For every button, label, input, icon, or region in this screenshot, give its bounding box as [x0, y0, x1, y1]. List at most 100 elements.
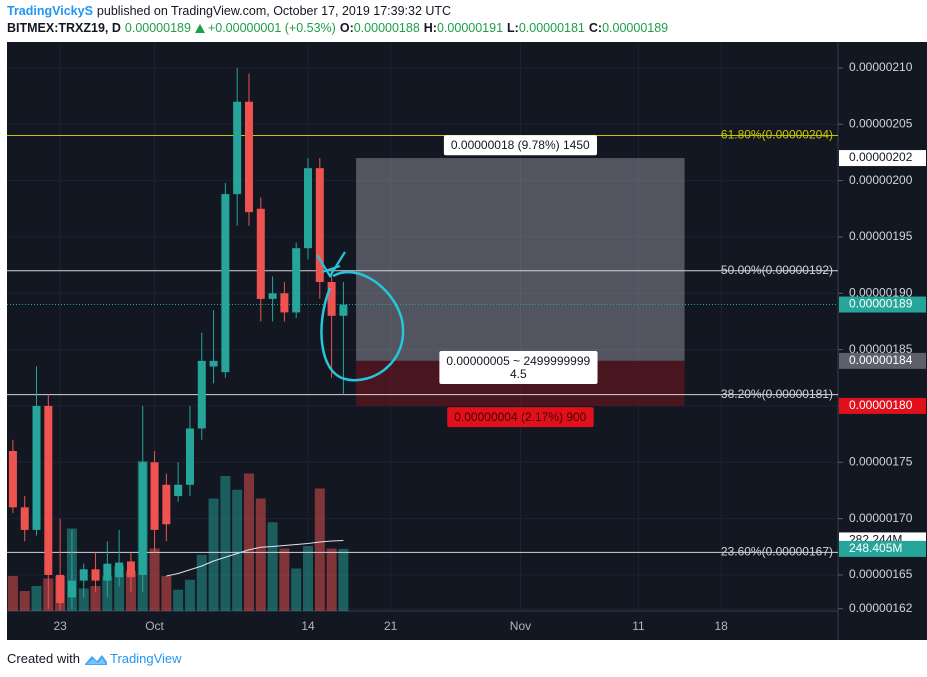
volume-bar — [220, 476, 231, 611]
volume-bar — [303, 546, 314, 611]
x-tick-label: 14 — [301, 619, 315, 633]
volume-bar — [291, 568, 302, 611]
candle-body — [103, 563, 112, 581]
volume-bar — [31, 586, 42, 611]
up-triangle — [194, 23, 205, 33]
ohlc-value: 0.00000189 — [602, 21, 669, 35]
y-tick-label: 0.00000200 — [849, 173, 913, 187]
x-tick-label: Oct — [145, 619, 164, 633]
info-label: 0.00000005 ~ 2499999999 — [446, 354, 590, 368]
volume-bar — [149, 548, 160, 611]
candle-body — [315, 168, 324, 282]
candle-body — [304, 168, 313, 249]
volume-bar — [232, 489, 243, 611]
candle-body — [209, 360, 218, 367]
volume-label-box — [839, 540, 926, 557]
fib-level-label: 23.60%(0.00000167) — [721, 545, 833, 559]
candle-body — [327, 281, 336, 316]
change: +0.00000001 (+0.53%) — [207, 21, 336, 35]
target-label: 0.00000018 (9.78%) 1450 — [451, 138, 590, 152]
volume-label: 248.405M — [849, 541, 902, 555]
candle-body — [233, 101, 242, 195]
candle-body — [56, 574, 65, 604]
volume-bar — [196, 554, 207, 611]
logo — [84, 654, 107, 665]
info-label: 4.5 — [510, 367, 527, 381]
symbol-line: BITMEX:TRXZ19, D 0.00000189 +0.00000001 … — [7, 21, 672, 35]
volume-bar — [161, 576, 172, 611]
volume-bar — [326, 548, 337, 611]
volume-bar — [279, 548, 290, 611]
candle-body — [244, 101, 253, 213]
ohlc-key: O: — [339, 21, 354, 35]
price-label-box — [839, 296, 926, 313]
last-price: 0.00000189 — [124, 21, 191, 35]
volume-bar — [255, 498, 266, 611]
ohlc: O: 0.00000188 H: 0.00000191 L: 0.00000181 C: 0.… — [340, 21, 672, 35]
volume-bar — [114, 566, 125, 611]
candle-body — [126, 561, 135, 578]
created-with: Created with — [7, 651, 80, 666]
fib-level-label: 50.00%(0.00000192) — [721, 263, 833, 277]
candle-body — [268, 293, 277, 299]
y-tick-label: 0.00000195 — [849, 229, 913, 243]
hand-drawn-circle — [320, 270, 405, 382]
candle-body — [185, 428, 194, 485]
price-label-box — [839, 397, 926, 414]
symbol: BITMEX:TRXZ19, D — [7, 21, 121, 35]
candle-body — [8, 451, 17, 508]
price-label-box — [839, 150, 926, 167]
volume-bar — [19, 591, 30, 611]
price-label: 0.00000180 — [849, 398, 913, 412]
header-line: TradingVickyS published on TradingView.c… — [7, 4, 455, 18]
series-layer: 23 Oct 14 21 Nov 11 18 0.00000162 0.00000165 0.00… — [7, 42, 926, 633]
x-tick-label: 21 — [384, 619, 398, 633]
volume-bar — [90, 586, 101, 611]
ohlc-key: H: — [423, 21, 437, 35]
stop-label-box — [447, 407, 594, 428]
brand[interactable]: TradingView — [109, 651, 182, 666]
volume-bar — [184, 579, 195, 611]
y-tick-label: 0.00000170 — [849, 511, 913, 525]
hand-drawn-check — [316, 251, 346, 279]
y-tick-label: 0.00000162 — [849, 601, 913, 615]
candle-body — [339, 304, 348, 316]
candle-body — [150, 462, 159, 530]
x-tick-label: 11 — [632, 619, 645, 633]
published-info: published on TradingView.com, October 17… — [96, 4, 452, 18]
x-tick-label: 23 — [53, 619, 67, 633]
price-label: 0.00000202 — [849, 150, 913, 164]
candle-body — [44, 405, 53, 575]
candle-body — [115, 562, 124, 578]
x-tick-label: Nov — [510, 619, 531, 633]
volume-bar — [173, 589, 184, 611]
candle-body — [162, 484, 171, 525]
volume-bar — [208, 498, 219, 611]
stop-label: 0.00000004 (2.17%) 900 — [454, 410, 586, 424]
candle-body — [20, 507, 29, 530]
volume-bar — [78, 588, 89, 611]
ohlc-key: C: — [588, 21, 603, 35]
ohlc-key: L: — [507, 21, 519, 35]
candle-body — [91, 569, 100, 581]
y-tick-label: 0.00000185 — [849, 342, 913, 356]
volume-bar — [267, 522, 278, 611]
y-tick-label: 0.00000205 — [849, 116, 913, 130]
info-label-box — [439, 351, 598, 385]
target-zone — [356, 158, 685, 361]
volume-bar — [314, 488, 325, 611]
ohlc-value: 0.00000181 — [518, 21, 585, 35]
y-tick-label: 0.00000165 — [849, 567, 913, 581]
volume-bar — [338, 548, 349, 611]
price-label: 0.00000189 — [849, 297, 913, 311]
price-label: 0.00000184 — [849, 353, 913, 367]
candle-body — [292, 248, 301, 313]
candle-body — [221, 194, 230, 373]
author[interactable]: TradingVickyS — [7, 4, 93, 18]
fib-level-label: 38.20%(0.00000181) — [721, 387, 833, 401]
target-label-box — [443, 135, 598, 156]
candle-body — [280, 293, 289, 313]
ohlc-value: 0.00000188 — [353, 21, 420, 35]
candle-body — [174, 484, 183, 497]
